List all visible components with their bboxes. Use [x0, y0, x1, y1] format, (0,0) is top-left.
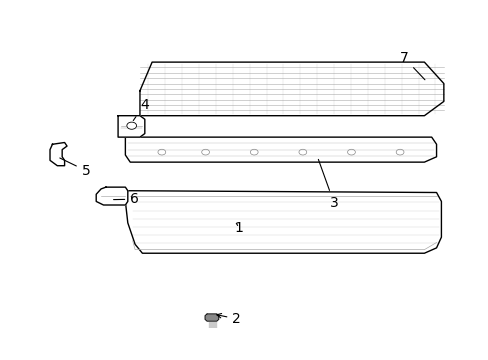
Text: 4: 4 — [133, 98, 148, 121]
Polygon shape — [125, 137, 436, 162]
Text: 2: 2 — [216, 312, 241, 326]
Polygon shape — [140, 62, 443, 116]
Polygon shape — [96, 187, 127, 205]
Polygon shape — [204, 314, 218, 321]
Circle shape — [126, 122, 136, 129]
Polygon shape — [118, 116, 144, 137]
Polygon shape — [125, 191, 441, 253]
Text: 7: 7 — [399, 51, 424, 80]
Text: 6: 6 — [113, 192, 139, 206]
Polygon shape — [50, 143, 67, 166]
Text: 3: 3 — [318, 159, 338, 210]
Text: 1: 1 — [234, 221, 243, 235]
Text: 5: 5 — [60, 158, 90, 177]
